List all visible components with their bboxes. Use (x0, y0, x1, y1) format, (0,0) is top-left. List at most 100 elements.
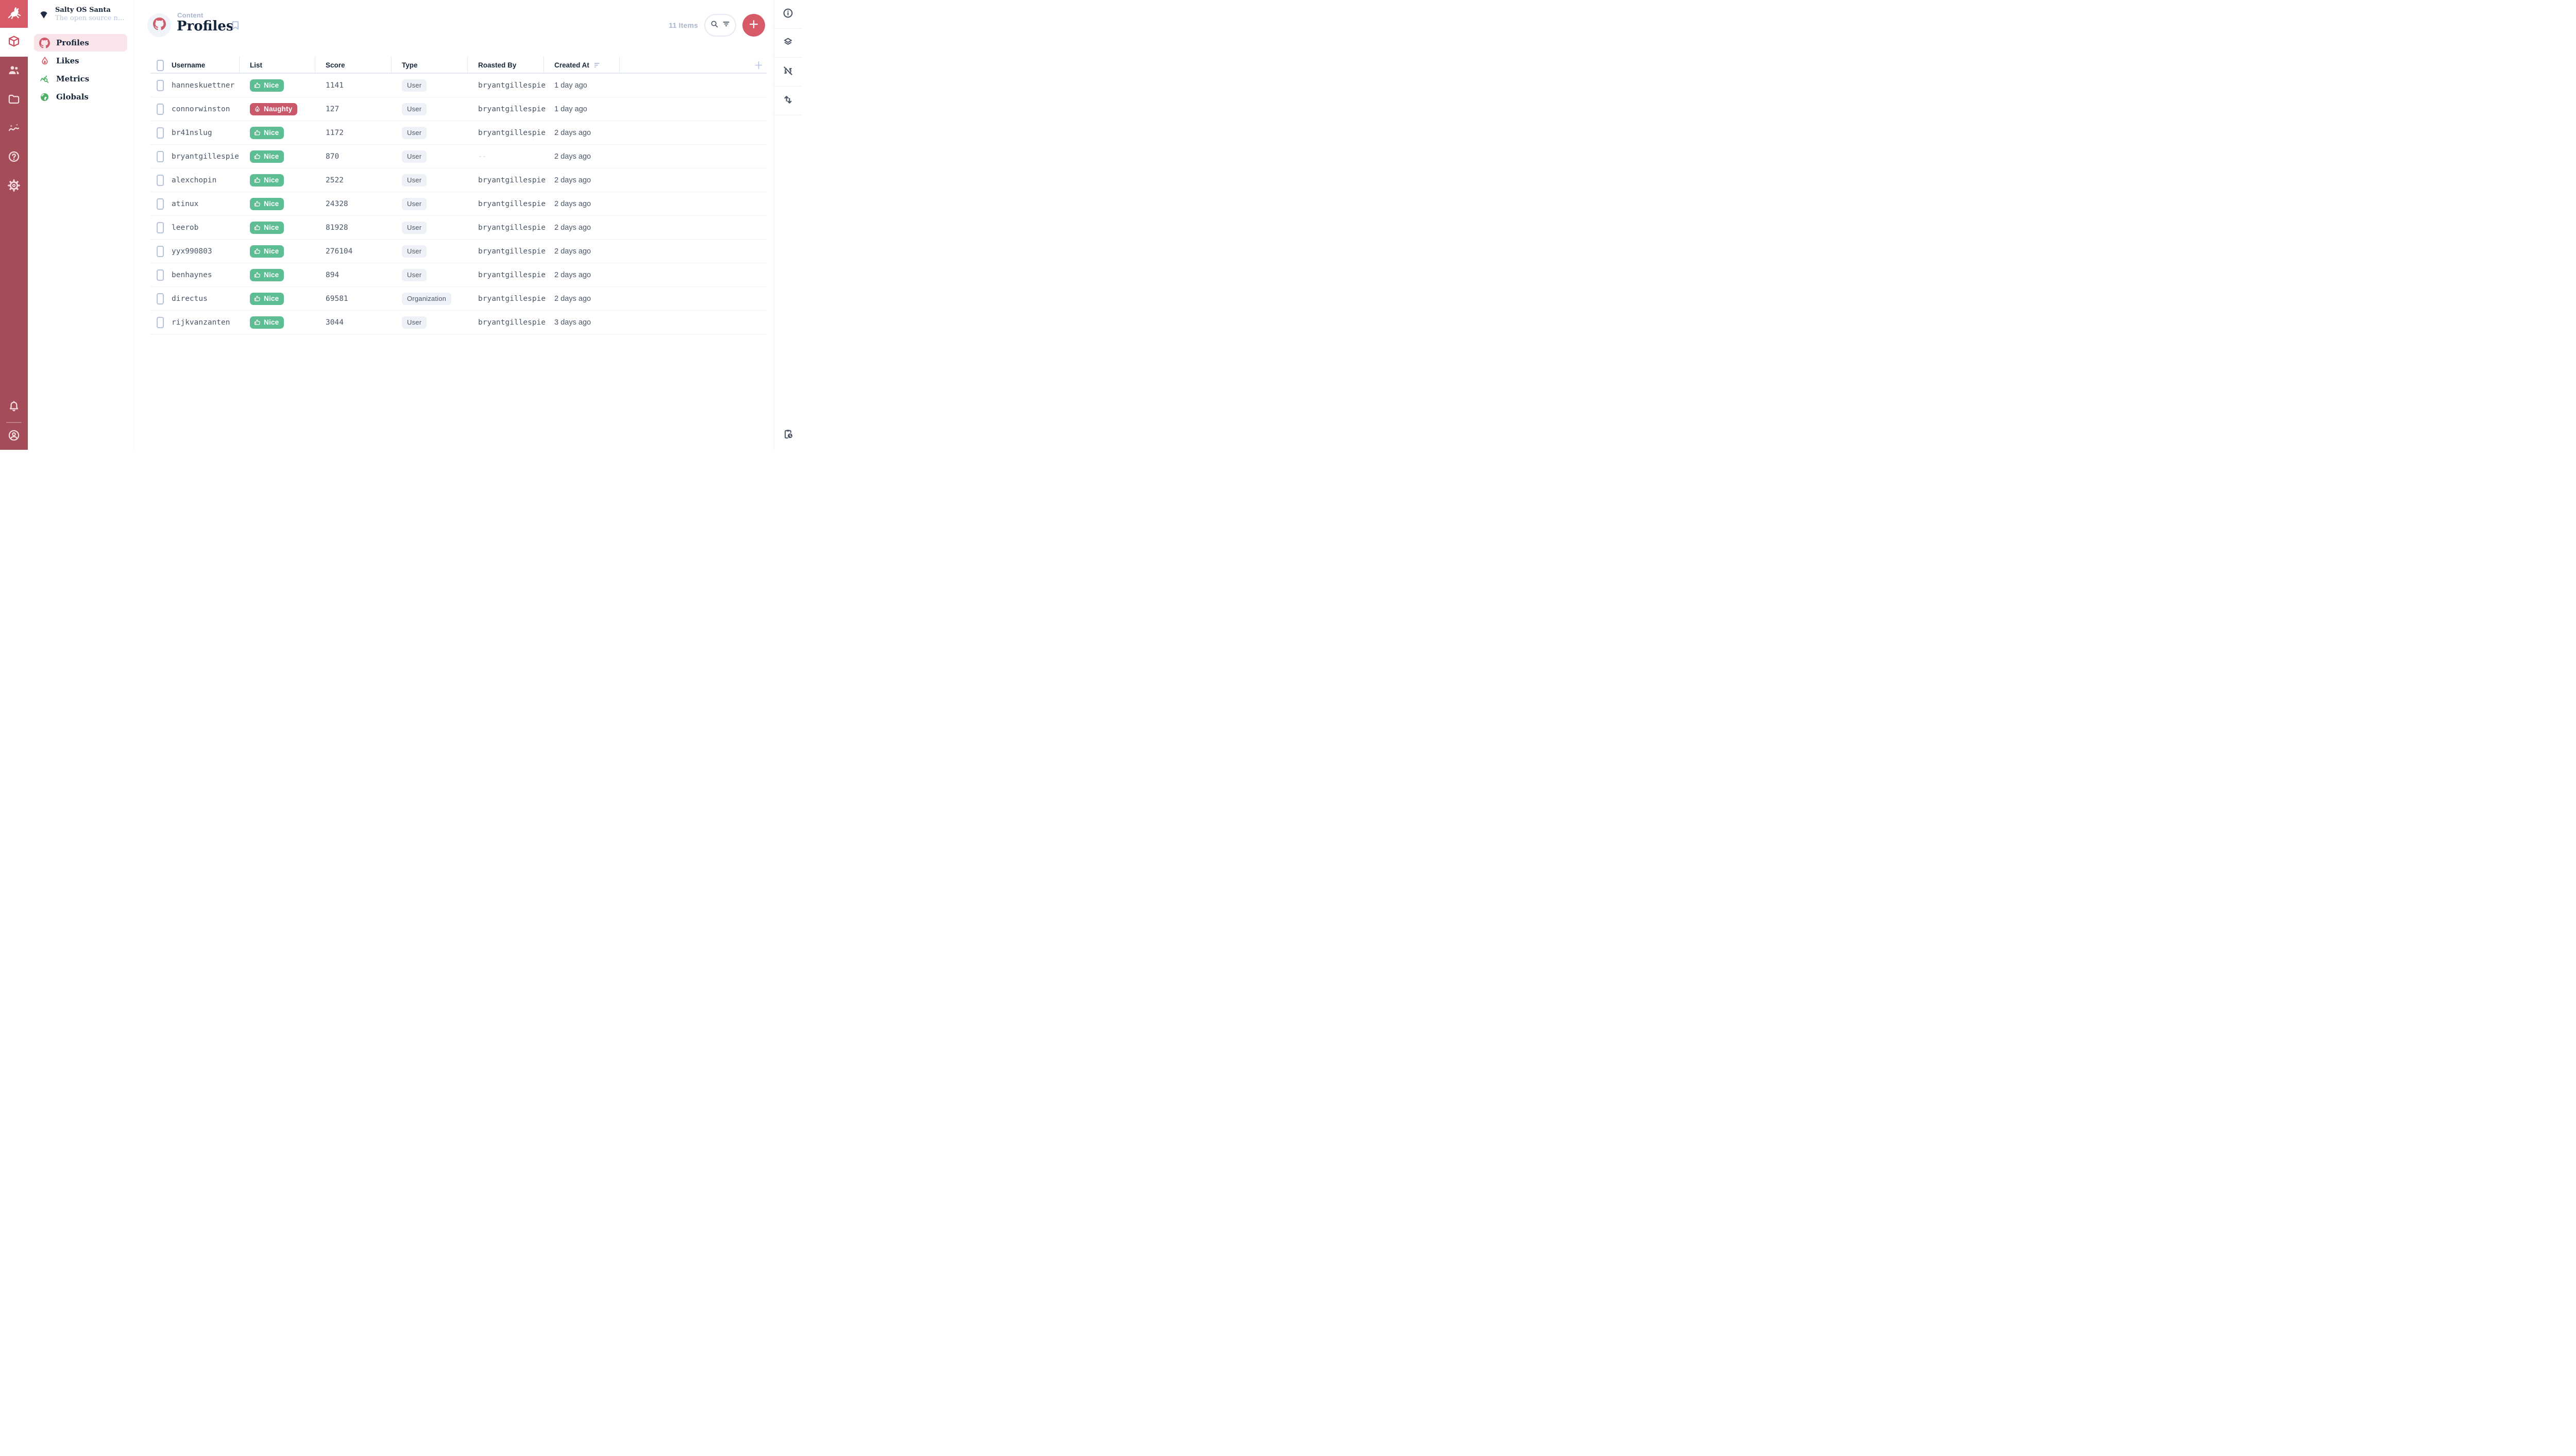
cell-username: connorwinston (172, 105, 230, 113)
activity-log-button[interactable] (774, 421, 802, 450)
sidebar-item-label: Globals (56, 92, 89, 101)
sidebar-item-profiles[interactable]: Profiles (34, 34, 127, 52)
row-checkbox[interactable] (157, 293, 164, 304)
cell-username: hanneskuettner (172, 81, 235, 90)
spare-column-header (620, 57, 767, 74)
add-item-button[interactable] (742, 14, 765, 37)
refresh-disabled-button[interactable] (774, 58, 802, 87)
header-actions: 11 Items (669, 14, 765, 37)
module-insights[interactable] (0, 114, 28, 143)
list-badge: Nice (250, 79, 284, 92)
search-icon[interactable] (709, 19, 719, 31)
row-checkbox[interactable] (157, 198, 164, 210)
select-all-cell (150, 57, 167, 74)
table-row[interactable]: hanneskuettner Nice 1141 User bryantgill… (150, 74, 767, 97)
project-logo-button[interactable] (0, 0, 28, 28)
row-select-cell (150, 198, 167, 210)
module-users[interactable] (0, 57, 28, 86)
cell-roasted-by: bryantgillespie (478, 247, 546, 256)
module-help[interactable] (0, 143, 28, 172)
list-badge: Nice (250, 150, 284, 163)
cell-type: User (392, 316, 468, 329)
column-header-list[interactable]: List (240, 57, 315, 74)
cell-type: User (392, 221, 468, 234)
sidebar-item-likes[interactable]: Likes (34, 52, 127, 70)
row-checkbox[interactable] (157, 150, 164, 162)
list-badge: Nice (250, 221, 284, 234)
sidebar-item-metrics[interactable]: Metrics (34, 70, 127, 88)
import-export-button[interactable] (774, 87, 802, 115)
row-checkbox[interactable] (157, 103, 164, 115)
github-octocat-icon (39, 37, 50, 48)
add-column-icon[interactable] (754, 60, 764, 70)
cell-username: br41nslug (172, 128, 212, 137)
cell-created-at: 3 days ago (554, 318, 591, 327)
select-all-checkbox[interactable] (157, 59, 164, 71)
notifications-button[interactable] (0, 393, 28, 422)
row-checkbox[interactable] (157, 245, 164, 257)
thumb-up-icon (254, 82, 260, 88)
module-settings[interactable] (0, 172, 28, 201)
type-chip: User (402, 79, 427, 92)
module-files[interactable] (0, 86, 28, 114)
cell-type: User (392, 268, 468, 281)
table-row[interactable]: connorwinston Naughty 127 User bryantgil… (150, 97, 767, 121)
cell-type: User (392, 245, 468, 258)
table-row[interactable]: bryantgillespie Nice 870 User -- 2 days … (150, 145, 767, 168)
table-row[interactable]: yyx990803 Nice 276104 User bryantgillesp… (150, 240, 767, 263)
row-select-cell (150, 103, 167, 115)
info-sidebar-button[interactable] (774, 0, 802, 29)
main-content: Content Profiles 11 Items (134, 0, 774, 450)
cell-roasted-by: bryantgillespie (478, 270, 546, 279)
project-header[interactable]: Salty OS Santa The open source naug... (28, 0, 133, 28)
layout-options-button[interactable] (774, 29, 802, 58)
table-row[interactable]: rijkvanzanten Nice 3044 User bryantgille… (150, 311, 767, 334)
cell-created-at: 2 days ago (554, 294, 591, 303)
column-header-score[interactable]: Score (315, 57, 392, 74)
row-select-cell (150, 150, 167, 162)
table-row[interactable]: leerob Nice 81928 User bryantgillespie 2… (150, 216, 767, 240)
search-filter-control (704, 14, 736, 37)
directus-rabbit-logo-icon (6, 5, 22, 23)
column-header-type[interactable]: Type (392, 57, 468, 74)
collection-icon-button[interactable] (147, 13, 171, 37)
breadcrumb[interactable]: Content (177, 11, 204, 19)
bookmark-icon[interactable] (230, 20, 241, 31)
insights-icon (7, 121, 21, 137)
user-menu-button[interactable] (0, 423, 28, 450)
table-row[interactable]: alexchopin Nice 2522 User bryantgillespi… (150, 168, 767, 192)
row-checkbox[interactable] (157, 269, 164, 281)
table-row[interactable]: br41nslug Nice 1172 User bryantgillespie… (150, 121, 767, 145)
column-header-roasted-by[interactable]: Roasted By (468, 57, 544, 74)
account-circle-icon (7, 429, 21, 445)
sidebar-item-globals[interactable]: Globals (34, 88, 127, 106)
column-header-created-at[interactable]: Created At (544, 57, 620, 74)
row-checkbox[interactable] (157, 79, 164, 91)
cell-roasted-by: bryantgillespie (478, 176, 546, 184)
row-checkbox[interactable] (157, 316, 164, 328)
flame-icon (39, 56, 50, 66)
table-header-row: Username List Score Type Roasted By Crea… (150, 57, 767, 74)
column-header-username[interactable]: Username (167, 57, 240, 74)
row-select-cell (150, 127, 167, 139)
row-checkbox[interactable] (157, 222, 164, 233)
row-checkbox[interactable] (157, 127, 164, 139)
cell-type: User (392, 79, 468, 92)
cell-created-at: 1 day ago (554, 81, 587, 90)
right-sidebar (774, 0, 802, 450)
folder-icon (7, 92, 21, 108)
cell-type: User (392, 197, 468, 210)
items-table: Username List Score Type Roasted By Crea… (150, 57, 767, 334)
cell-type: User (392, 126, 468, 139)
table-row[interactable]: benhaynes Nice 894 User bryantgillespie … (150, 263, 767, 287)
table-row[interactable]: atinux Nice 24328 User bryantgillespie 2… (150, 192, 767, 216)
cell-created-at: 1 day ago (554, 105, 587, 113)
cell-list: Nice (240, 174, 315, 187)
module-bar-spacer (0, 201, 28, 393)
filter-icon[interactable] (721, 19, 731, 31)
row-select-cell (150, 79, 167, 91)
module-content[interactable] (0, 28, 28, 57)
content-box-icon (7, 35, 21, 50)
row-checkbox[interactable] (157, 174, 164, 186)
table-row[interactable]: directus Nice 69581 Organization bryantg… (150, 287, 767, 311)
